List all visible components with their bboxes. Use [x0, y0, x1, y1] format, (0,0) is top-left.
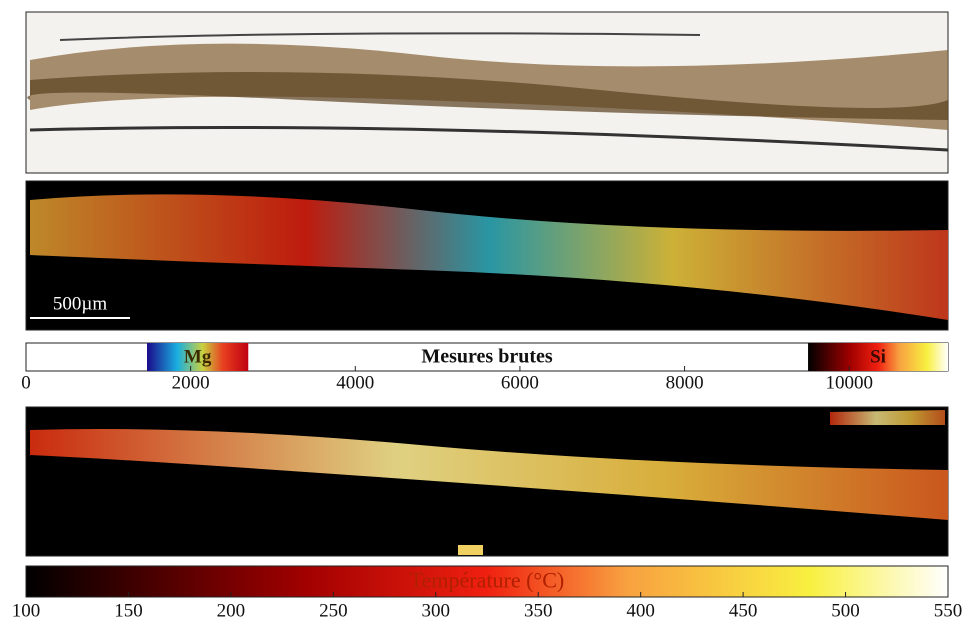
segment-label: Mg	[184, 346, 212, 367]
tick-label: 300	[422, 600, 451, 621]
tick-label: 2000	[172, 372, 210, 393]
tick-label: 250	[319, 600, 348, 621]
tick-label: 450	[729, 600, 758, 621]
tick-label: 0	[21, 372, 31, 393]
photomicrograph	[25, 11, 949, 174]
colorbar-title: Mesures brutes	[421, 346, 552, 368]
tick-label: 8000	[666, 372, 704, 393]
colorbar-segment	[147, 343, 249, 371]
tick-label: 350	[524, 600, 553, 621]
tick-label: 500	[831, 600, 860, 621]
colorbar-segment	[808, 343, 948, 371]
tick-label: 10000	[825, 372, 873, 393]
scale-bar-label: 500µm	[53, 293, 107, 314]
colorbar: Mg Si Mesures brutes 0 2000 4000 6000 8000 10000	[21, 342, 949, 393]
segment-label: Si	[870, 346, 886, 367]
tick-label: 6000	[501, 372, 539, 393]
tick-label: 100	[12, 600, 41, 621]
tick-label: 200	[217, 600, 246, 621]
tick-label: 150	[114, 600, 143, 621]
tick-label: 550	[934, 600, 963, 621]
tick-label: 4000	[336, 372, 374, 393]
tick-label: 400	[626, 600, 655, 621]
colorbar: Température (°C) 100 150 200 250 300 350 400 450…	[12, 565, 963, 621]
colorbar-title: Température (°C)	[410, 568, 564, 593]
temperature-map	[25, 406, 949, 557]
raw-map: 500µm	[25, 180, 949, 331]
